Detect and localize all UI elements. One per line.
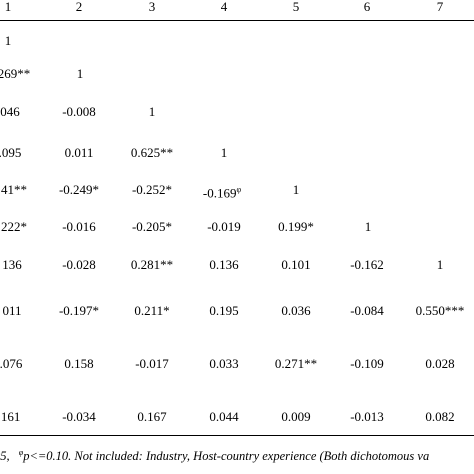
table-cell: 0.625**	[130, 145, 174, 160]
table-cell: 1	[4, 33, 12, 48]
table-cell: -0.016	[62, 219, 96, 234]
table-cell: -0.205*	[131, 219, 173, 234]
column-header-1: 1	[4, 0, 12, 14]
table-cell: -0.034	[62, 409, 96, 424]
column-header-6: 6	[363, 0, 371, 14]
table-cell: 1	[76, 66, 84, 81]
table-cell: .095	[0, 145, 22, 160]
table-footnote: 05, φp<=0.10. Not included: Industry, Ho…	[0, 448, 474, 464]
footnote-lead: 05,	[0, 449, 10, 463]
table-cell: 0.211*	[134, 303, 170, 318]
table-cell: -0.008	[62, 104, 96, 119]
table-cell: 1	[292, 182, 300, 197]
table-cell: 1	[220, 145, 228, 160]
table-cell: 0.271**	[274, 356, 318, 371]
table-cell: 046	[0, 104, 20, 119]
table-cell: 1	[148, 104, 156, 119]
column-header-5: 5	[292, 0, 300, 14]
table-cell: .161	[0, 409, 21, 424]
table-cell: -0.197*	[58, 303, 100, 318]
table-cell: 011	[2, 303, 22, 318]
table-cell: 222*	[1, 219, 27, 234]
table-cell: 0.082	[425, 409, 455, 424]
table-cell: 0.195	[209, 303, 239, 318]
table-cell: 0.199*	[278, 219, 314, 234]
table-cell: 1	[436, 257, 444, 272]
table-cell: 269**	[0, 66, 31, 81]
table-cell: 0.028	[425, 356, 455, 371]
table-cell: 0.033	[209, 356, 239, 371]
table-cell: 0.009	[281, 409, 311, 424]
table-cell: -0.109	[350, 356, 384, 371]
table-cell: .076	[0, 356, 23, 371]
table-cell: -0.013	[350, 409, 384, 424]
table-cell: 136	[2, 257, 22, 272]
table-cell: 0.167	[137, 409, 167, 424]
table-cell: 0.158	[64, 356, 94, 371]
table-cell: 0.281**	[130, 257, 174, 272]
table-cell: 0.136	[209, 257, 239, 272]
table-cell: 0.036	[281, 303, 311, 318]
table-cell: 41**	[1, 182, 27, 197]
table-cell: -0.028	[62, 257, 96, 272]
table-cell: 0.011	[64, 145, 94, 160]
table-cell: -0.162	[350, 257, 384, 272]
column-header-4: 4	[220, 0, 228, 14]
phi-superscript: φ	[236, 185, 242, 194]
table-cell: -0.249*	[58, 182, 100, 197]
table-cell: 1	[364, 219, 372, 234]
column-header-2: 2	[75, 0, 83, 14]
table-cell: 0.550***	[415, 303, 465, 318]
footnote-text: p<=0.10. Not included: Industry, Host-co…	[23, 449, 430, 463]
table-cell: -0.019	[207, 219, 241, 234]
table-cell: 0.044	[209, 409, 239, 424]
column-header-3: 3	[148, 0, 156, 14]
table-cell: -0.017	[135, 356, 169, 371]
table-cell: -0.084	[350, 303, 384, 318]
table-cell: -0.252*	[131, 182, 173, 197]
table-cell: -0.169φ	[202, 185, 242, 201]
phi-superscript: φ	[18, 448, 24, 457]
table-cell: 0.101	[281, 257, 311, 272]
bottom-rule	[0, 435, 474, 436]
header-rule	[0, 20, 474, 21]
column-header-7: 7	[436, 0, 444, 14]
